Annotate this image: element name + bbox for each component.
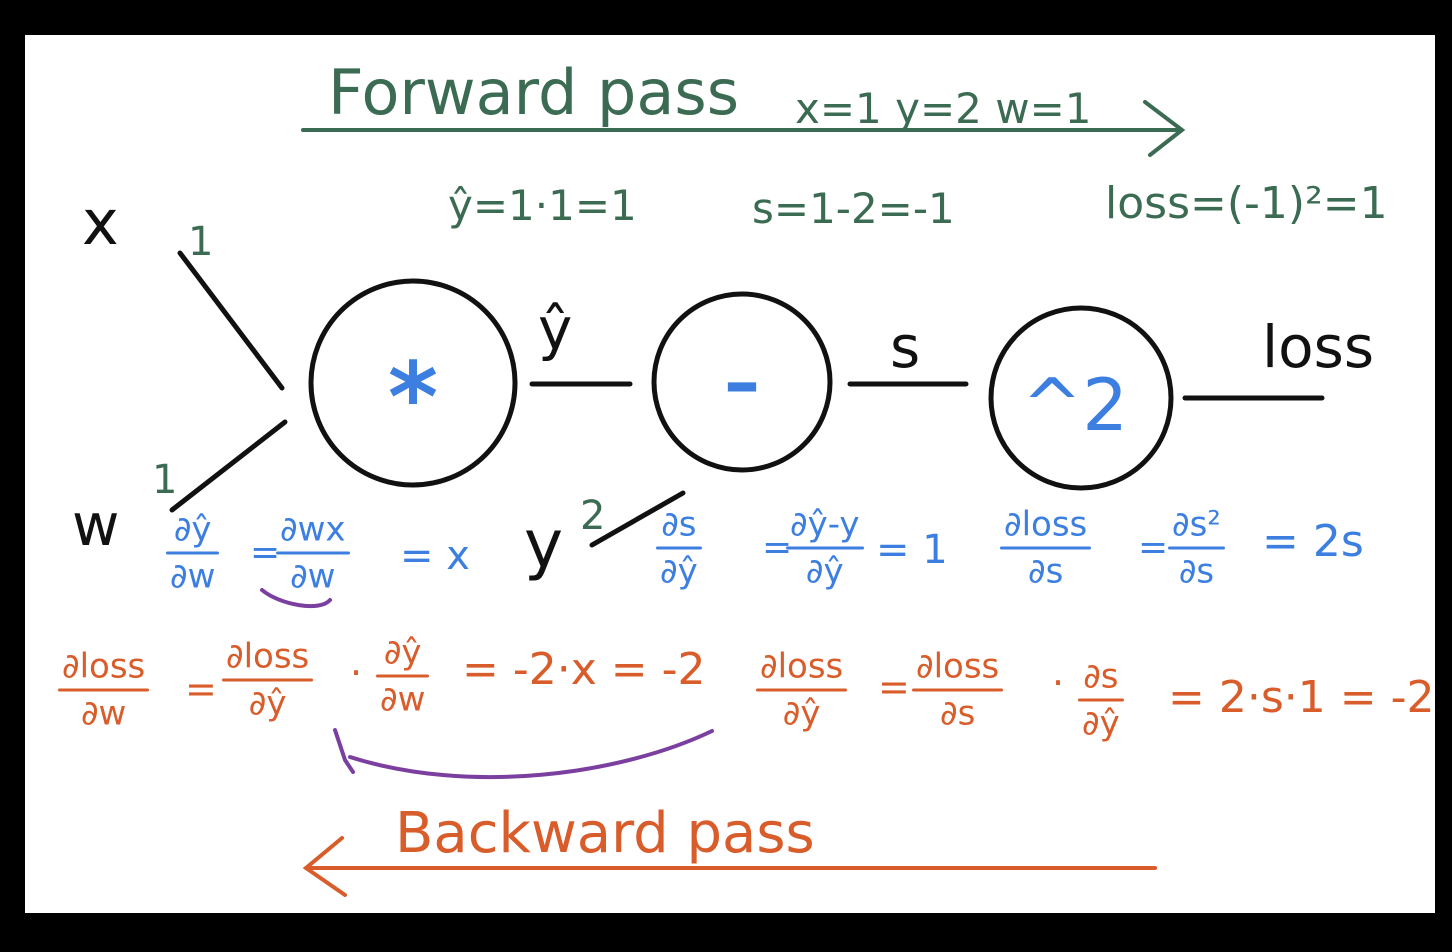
forward-arrow [301,100,1186,157]
dot-operator: · [350,651,363,695]
s-edge-label: s [890,313,921,381]
input-w-value: 1 [152,457,178,503]
forward-pass-values: x=1 y=2 w=1 [795,84,1092,133]
ds-dyhat-factor: ∂s ∂ŷ [1078,657,1124,744]
square-symbol: ^2 [1021,363,1129,447]
y-input-line [589,490,686,548]
grad-yhat-w: ∂ŷ ∂w [166,510,220,597]
grad-s-yhat: ∂s ∂ŷ [656,505,702,592]
dloss-dyhat-result: = 2·s·1 = -2 [1168,672,1435,723]
equals-sign: = [250,532,281,573]
dloss-dyhat-factor: ∂loss ∂ŷ [222,637,314,724]
grad-loss-s-result: = 2s [1262,516,1364,567]
yhat-equation: ŷ=1·1=1 [448,181,637,230]
dloss-dyhat: ∂loss ∂ŷ [756,647,848,734]
input-x-value: 1 [188,219,214,265]
whiteboard [25,35,1435,913]
equals-sign: = [1138,527,1169,568]
dloss-dw-result: = -2·x = -2 [462,644,706,695]
grad-wx-w: ∂wx ∂w [276,510,350,597]
dot-operator: · [1052,661,1065,705]
s-equation: s=1-2=-1 [752,184,955,233]
grad-s-yhat-result: = 1 [876,527,948,573]
subtract-node [651,291,833,473]
backward-pass-title: Backward pass [395,801,815,866]
equals-sign: = [878,665,910,709]
multiply-node [308,278,518,488]
forward-pass-title: Forward pass [328,56,739,129]
grad-yhat-w-result: = x [400,533,470,579]
dloss-ds-factor: ∂loss ∂s [912,647,1004,734]
input-x-label: x [82,186,119,259]
input-y-value: 2 [580,493,606,539]
chain-link-arrows [260,588,714,780]
subtract-symbol: – [724,340,760,424]
x-input-line [177,250,285,391]
grad-loss-s: ∂loss ∂s [1000,505,1092,592]
grad-yhat-minus-y: ∂ŷ-y ∂ŷ [786,505,864,592]
square-node [988,305,1174,491]
grad-s-squared: ∂s² ∂s [1168,505,1225,592]
multiply-symbol: * [387,342,439,454]
dyhat-dw-factor: ∂ŷ ∂w [376,633,430,720]
input-y-label: y [524,506,564,583]
yhat-edge-label: ŷ [538,295,573,363]
loss-equation: loss=(-1)²=1 [1105,178,1388,229]
dloss-dw: ∂loss ∂w [58,647,150,734]
loss-edge-label: loss [1262,313,1375,381]
w-input-line [169,419,288,513]
equals-sign: = [185,667,217,711]
backward-arrow [302,836,1157,897]
input-w-label: w [72,491,120,559]
